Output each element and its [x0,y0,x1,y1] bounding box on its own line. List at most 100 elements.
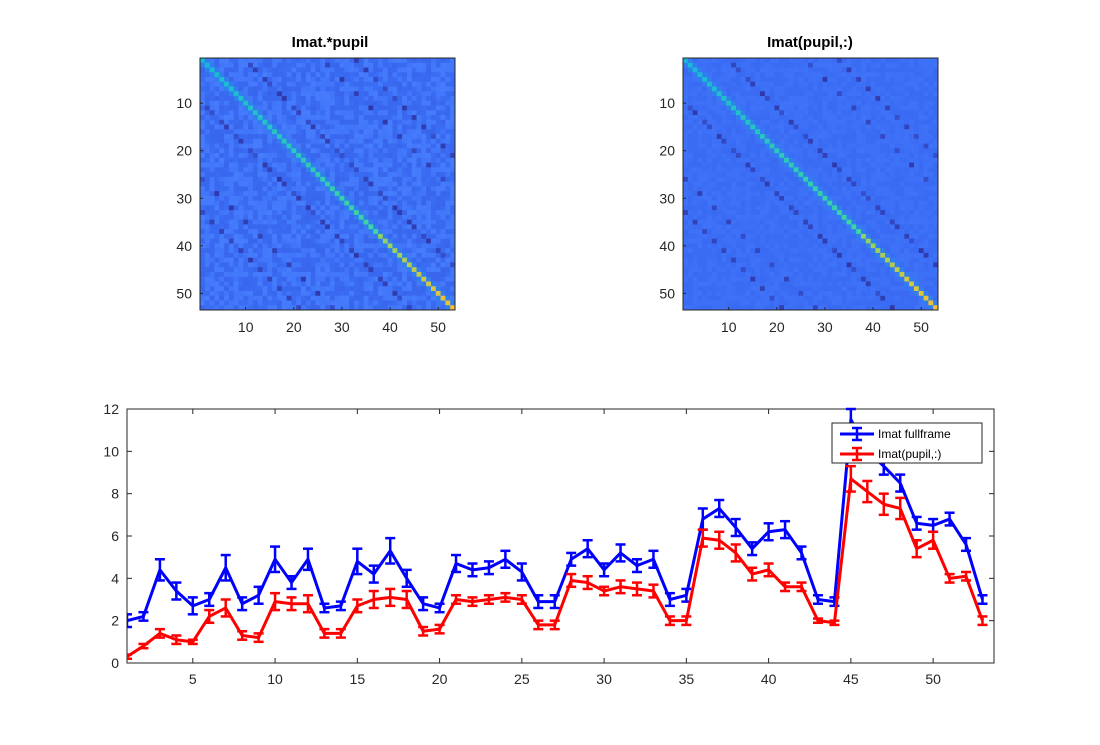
heatmap-cell [339,115,345,121]
heatmap-cell [339,181,345,187]
heatmap-cell [219,138,225,144]
heatmap-cell [692,238,698,244]
heatmap-cell [687,157,694,164]
heatmap-cell [856,138,862,144]
heatmap-cell [750,219,756,225]
heatmap-cell [861,224,867,230]
heatmap-cell [252,229,259,235]
heatmap-cell [406,200,413,206]
heatmap-cell [305,100,312,106]
heatmap-cell [233,186,239,192]
heatmap-cell [411,67,417,73]
heatmap-cell [214,100,220,106]
heatmap-cell [421,262,427,268]
heatmap-cell [421,143,427,149]
heatmap-cell [856,62,862,68]
heatmap-cell [731,148,737,154]
heatmap-cell [373,110,379,116]
heatmap-cell [750,58,756,64]
heatmap-cell [238,214,244,221]
heatmap-cell [426,238,432,244]
heatmap-cell [846,72,852,78]
heatmap-cell [430,143,437,149]
heatmap-cell [716,243,722,249]
heatmap-cell [687,205,694,211]
heatmap-cell [440,267,446,273]
heatmap-cell [755,157,761,164]
heatmap-cell [406,100,413,106]
heatmap-cell [928,172,934,178]
heatmap-cell [286,238,292,244]
heatmap-cell [310,257,316,263]
heatmap-cell [339,67,345,73]
heatmap-cell [262,148,268,154]
heatmap-cell [846,153,852,159]
heatmap-cell [692,233,698,240]
heatmap-cell [750,176,756,183]
heatmap-cell [909,214,915,221]
heatmap-cell [918,172,924,178]
heatmap-cell [291,153,297,159]
heatmap-cell [798,176,804,183]
heatmap-cell [755,115,761,121]
heatmap-cell [310,62,316,68]
heatmap-cell [812,110,819,116]
heatmap-cell [904,205,910,211]
heatmap-cell [707,119,713,125]
heatmap-cell [276,148,283,154]
heatmap-cell [373,286,379,292]
heatmap-cell [880,115,886,121]
heatmap-cell [421,91,427,97]
heatmap-cell [740,157,746,164]
heatmap-cell [904,72,910,78]
heatmap-cell [692,219,698,225]
heatmap-cell [233,167,239,173]
heatmap-cell [267,257,273,263]
heatmap-cell [913,138,920,144]
heatmap-cell [209,219,215,225]
heatmap-cell [827,219,833,225]
heatmap-cell [233,205,239,211]
x-tick-label: 50 [430,319,446,335]
heatmap-cell [267,96,273,102]
heatmap-cell [755,143,761,149]
heatmap-cell [315,124,321,130]
heatmap-cell [769,105,775,111]
heatmap-cell [281,172,288,178]
heatmap-cell [450,153,456,159]
heatmap-cell [740,124,746,130]
heatmap-cell [812,153,819,159]
heatmap-cell [339,286,345,292]
heatmap-cell [233,86,239,92]
heatmap-cell [320,271,326,278]
heatmap-cell [784,195,790,202]
heatmap-cell [861,72,867,78]
heatmap-cell [402,81,408,87]
heatmap-cell [421,238,427,244]
heatmap-cell [759,138,766,144]
heatmap-cell [392,252,398,259]
heatmap-cell [411,86,417,92]
heatmap-cell [865,115,872,121]
heatmap-cell [697,214,703,221]
heatmap-cell [204,257,211,263]
heatmap-cell [707,86,713,92]
heatmap-cell [707,233,713,240]
heatmap-cell [301,129,307,135]
heatmap-cell [238,129,244,135]
heatmap-cell [798,210,804,216]
heatmap-cell [817,119,823,125]
heatmap-cell [918,119,924,125]
heatmap-cell [822,124,828,130]
heatmap-cell [769,119,775,125]
heatmap-cell [803,72,809,78]
heatmap-cell [721,100,727,106]
heatmap-cell [832,238,838,244]
heatmap-cell [697,100,703,106]
heatmap-cell [426,200,432,206]
heatmap-cell [339,200,345,206]
heatmap-cell [325,96,331,102]
heatmap-cell [368,257,374,263]
heatmap-cell [793,172,799,178]
heatmap-cell [358,181,364,187]
